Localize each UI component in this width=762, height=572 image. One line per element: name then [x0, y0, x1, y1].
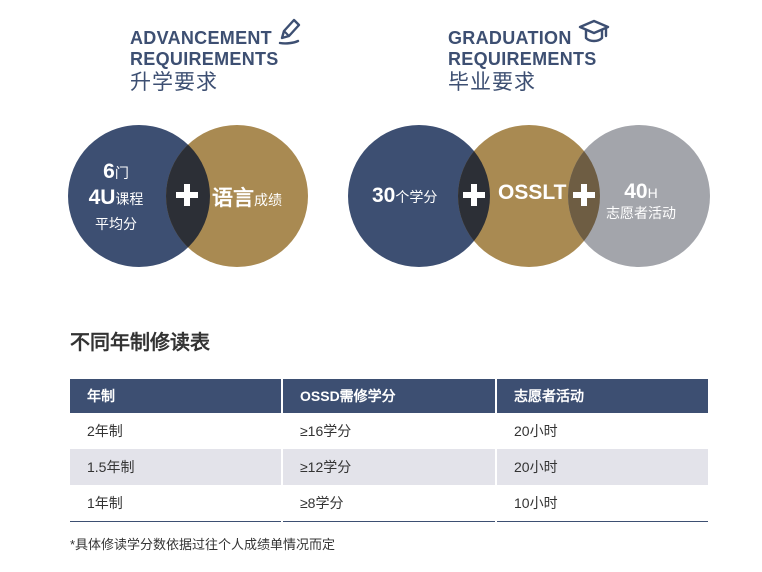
- table-row: 1年制 ≥8学分 10小时: [70, 485, 708, 522]
- study-duration-table: 年制 OSSD需修学分 志愿者活动 2年制 ≥16学分 20小时 1.5年制 ≥…: [70, 379, 708, 522]
- advancement-courses-line2: 4U课程: [68, 186, 164, 210]
- graduation-osslt-text: OSSLT: [498, 181, 567, 204]
- credits-count: 30: [372, 184, 396, 207]
- cell-volunteer: 20小时: [496, 449, 708, 485]
- volunteer-hours-unit: H: [647, 185, 658, 201]
- graduation-title-line2: REQUIREMENTS: [448, 49, 597, 69]
- graduation-volunteer-line1: 40H: [598, 180, 684, 204]
- courses-level-unit: 课程: [115, 191, 144, 207]
- cell-credits: ≥12学分: [282, 449, 497, 485]
- header-credits: OSSD需修学分: [282, 379, 497, 413]
- courses-count-unit: 门: [114, 165, 129, 181]
- advancement-language-text: 语言成绩: [212, 182, 282, 212]
- courses-count: 6: [103, 160, 115, 183]
- advancement-title-line1: ADVANCEMENT: [130, 28, 272, 48]
- cell-credits: ≥16学分: [282, 413, 497, 449]
- graduation-cap-icon: [578, 19, 610, 43]
- language-main: 语言: [212, 187, 254, 210]
- advancement-title-cn: 升学要求: [130, 71, 218, 94]
- volunteer-hours: 40: [624, 180, 648, 203]
- table-title: 不同年制修读表: [70, 332, 210, 354]
- table-header-row: 年制 OSSD需修学分 志愿者活动: [70, 379, 708, 413]
- advancement-title: ADVANCEMENT REQUIREMENTS: [130, 28, 279, 70]
- language-sub: 成绩: [254, 192, 282, 208]
- cell-volunteer: 10小时: [496, 485, 708, 522]
- cell-duration: 1年制: [70, 485, 283, 522]
- graduation-credits-text: 30个学分: [372, 184, 437, 208]
- advancement-courses-line3: 平均分: [95, 216, 137, 232]
- cell-duration: 1.5年制: [70, 449, 283, 485]
- cell-duration: 2年制: [70, 413, 283, 449]
- header-duration: 年制: [70, 379, 283, 413]
- graduation-volunteer-line2: 志愿者活动: [606, 205, 676, 221]
- graduation-title-cn: 毕业要求: [448, 71, 536, 94]
- graduation-plus-icon-1: [463, 184, 485, 206]
- graduation-title: GRADUATION REQUIREMENTS: [448, 28, 597, 70]
- table-row: 1.5年制 ≥12学分 20小时: [70, 449, 708, 485]
- pen-icon: [278, 18, 301, 45]
- advancement-plus-icon: [176, 184, 198, 206]
- table-row: 2年制 ≥16学分 20小时: [70, 413, 708, 449]
- advancement-courses-line1: 6门: [68, 160, 164, 184]
- footnote: *具体修读学分数依据过往个人成绩单情况而定: [70, 537, 336, 552]
- graduation-plus-icon-2: [573, 184, 595, 206]
- advancement-title-line2: REQUIREMENTS: [130, 49, 279, 69]
- cell-volunteer: 20小时: [514, 423, 558, 439]
- graduation-title-line1: GRADUATION: [448, 28, 572, 48]
- courses-level: 4U: [88, 186, 116, 209]
- credits-unit: 个学分: [395, 189, 438, 205]
- header-volunteer: 志愿者活动: [496, 379, 708, 413]
- cell-credits: ≥8学分: [282, 485, 497, 522]
